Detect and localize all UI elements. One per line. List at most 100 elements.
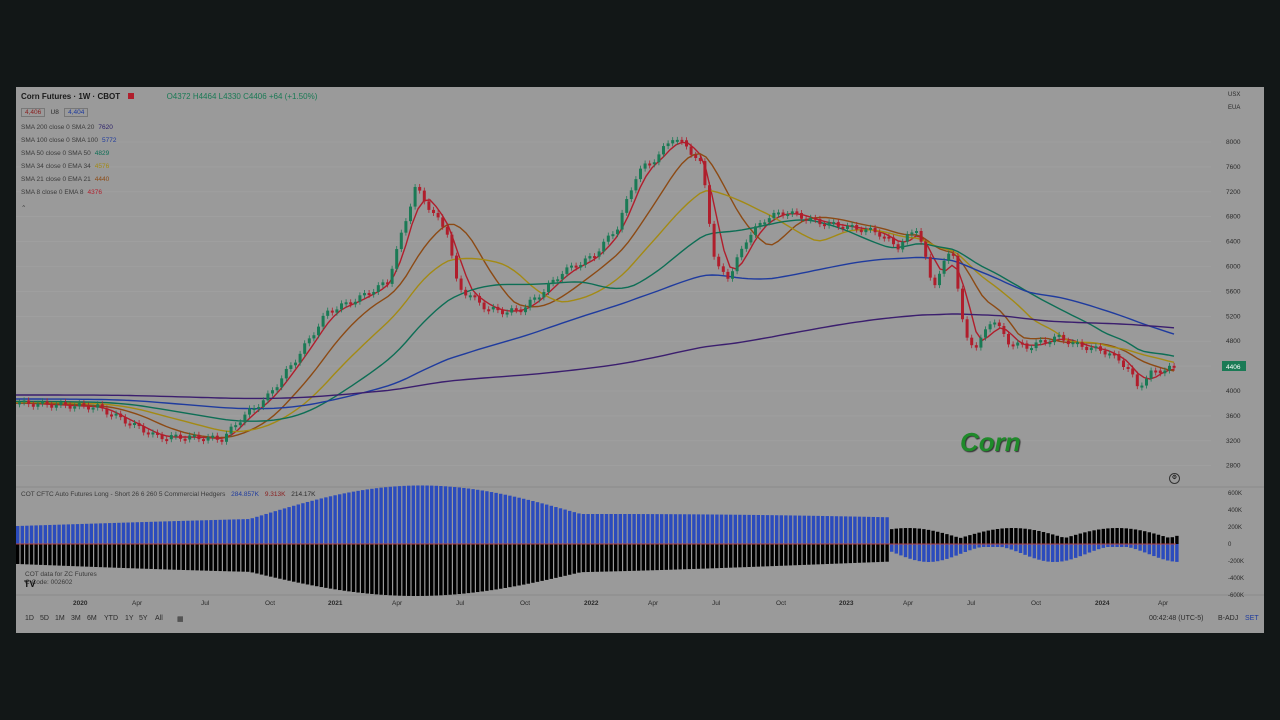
moving-average-line <box>16 313 1175 400</box>
cot-bar <box>158 544 162 570</box>
timeframe-1m[interactable]: 1M <box>55 615 65 622</box>
cot-bar <box>982 531 986 544</box>
timeframe-5d[interactable]: 5D <box>40 615 49 622</box>
cot-bar <box>195 544 199 571</box>
cot-bar <box>1078 544 1082 557</box>
candle-body <box>818 218 822 225</box>
candle-body <box>169 435 173 440</box>
candle-body <box>455 255 458 279</box>
currency-label-2[interactable]: EUA <box>1228 105 1241 111</box>
cot-bar <box>761 515 765 544</box>
cot-bar <box>793 544 797 566</box>
indicator-sma100[interactable]: SMA 100 close 0 SMA 100 5772 <box>21 137 117 144</box>
candle-body <box>961 288 964 320</box>
indicator-sma50[interactable]: SMA 50 close 0 SMA 50 4829 <box>21 150 110 157</box>
adjustment-label[interactable]: B-ADJ <box>1218 615 1239 622</box>
cot-bar <box>342 544 346 591</box>
symbol-title[interactable]: Corn Futures · 1W · CBOT <box>21 92 121 101</box>
candle-body <box>928 256 932 278</box>
cot-bar <box>747 544 751 567</box>
indicator-sma200[interactable]: SMA 200 close 0 SMA 20 7620 <box>21 124 113 131</box>
buy-price[interactable]: 4,404 <box>64 108 89 117</box>
cot-bar <box>775 515 779 544</box>
candle-body <box>878 232 882 237</box>
timeframe-ytd[interactable]: YTD <box>104 615 118 622</box>
candle-body <box>997 322 1001 327</box>
cot-bar <box>1166 537 1170 544</box>
cot-bar <box>1124 544 1128 547</box>
cot-bar <box>669 514 673 544</box>
cot-bar <box>1083 532 1087 544</box>
candle-body <box>735 257 739 272</box>
cot-bar <box>917 528 921 544</box>
cot-bar <box>526 544 530 584</box>
cot-bar <box>549 544 553 579</box>
cot-bar <box>710 514 714 544</box>
symbol-header[interactable]: Corn Futures · 1W · CBOT O4372 H4464 L43… <box>21 92 317 101</box>
cot-bar <box>1170 537 1174 544</box>
cot-bar <box>568 544 572 575</box>
candle-body <box>629 190 633 200</box>
timeframe-6m[interactable]: 6M <box>87 615 97 622</box>
cot-bar <box>1041 532 1046 544</box>
candle-body <box>31 404 35 407</box>
cot-bar <box>425 485 429 544</box>
time-tick-label: Jul <box>456 600 465 607</box>
cot-bar <box>1014 544 1018 552</box>
calendar-icon[interactable]: ▦ <box>177 616 184 623</box>
timeframe-1y[interactable]: 1Y <box>125 615 134 622</box>
cot-bar <box>1106 528 1110 544</box>
settings-icon[interactable]: ⚙ <box>1169 473 1180 484</box>
cot-bar <box>1083 544 1087 555</box>
cot-bar <box>719 514 724 544</box>
collapse-indicators-icon[interactable]: ⌃ <box>21 205 27 212</box>
moving-average-line <box>16 152 1175 439</box>
candle-body <box>947 253 951 261</box>
cot-bar <box>729 514 733 544</box>
cot-bar <box>1170 544 1174 562</box>
candle-body <box>1034 342 1038 349</box>
candle-body <box>703 161 707 186</box>
cot-bar <box>816 544 820 565</box>
candle-body <box>813 217 817 220</box>
cot-bar <box>535 502 540 544</box>
cot-bar <box>80 523 84 544</box>
cot-bar <box>416 544 420 596</box>
candle-body <box>537 297 541 300</box>
spread-label: U8 <box>50 109 59 116</box>
indicator-ema21[interactable]: SMA 21 close 0 EMA 21 4440 <box>21 176 110 183</box>
cot-bar <box>848 544 852 564</box>
cot-bar <box>899 528 903 544</box>
timeframe-5y[interactable]: 5Y <box>139 615 148 622</box>
cot-bar <box>16 526 20 544</box>
timeframe-3m[interactable]: 3M <box>71 615 81 622</box>
timeframe-all[interactable]: All <box>155 615 163 622</box>
moving-average-line <box>16 190 1175 433</box>
cot-bar <box>94 523 98 544</box>
candle-body <box>809 217 813 221</box>
time-tick-label: Jul <box>712 600 721 607</box>
cot-tick-label: 200K <box>1228 525 1242 531</box>
indicator-ema8[interactable]: SMA 8 close 0 EMA 8 4376 <box>21 189 102 196</box>
cot-bar <box>793 515 797 544</box>
indicator-ema34[interactable]: SMA 34 close 0 EMA 34 4576 <box>21 163 110 170</box>
timeframe-1d[interactable]: 1D <box>25 615 34 622</box>
settlement-label[interactable]: SET <box>1245 615 1259 622</box>
cot-bar <box>517 544 521 586</box>
cot-bar <box>779 515 783 544</box>
cot-bar <box>508 495 512 544</box>
cot-bar <box>540 503 544 544</box>
cot-bar <box>227 544 231 572</box>
price-chart[interactable]: 8000760072006800640060005600520048004400… <box>16 87 1264 633</box>
cot-indicator[interactable]: COT CFTC Auto Futures Long - Short 26 6 … <box>21 491 316 498</box>
candle-body <box>303 343 307 354</box>
candle-body <box>100 404 104 409</box>
cot-bar <box>830 544 834 564</box>
candle-body <box>602 241 606 252</box>
sell-price[interactable]: 4,406 <box>21 108 46 117</box>
status-clock[interactable]: 00:42:48 (UTC-5) <box>1149 615 1204 622</box>
currency-label[interactable]: USX <box>1228 92 1241 98</box>
moving-average-line <box>16 219 1175 422</box>
cot-bar <box>1138 530 1142 544</box>
cot-bar <box>715 514 719 544</box>
